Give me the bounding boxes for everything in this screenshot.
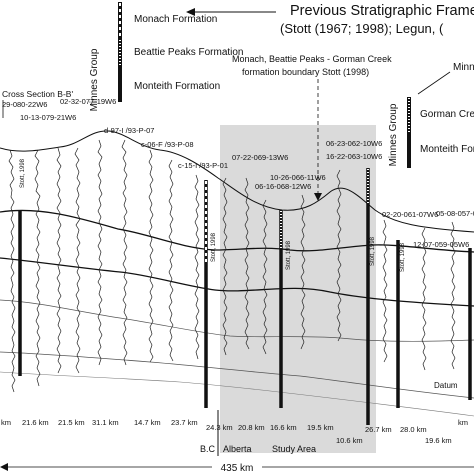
well-label-1: 29-080-22W6 [2, 100, 47, 109]
well-label-7: 07-22-069-13W6 [232, 153, 288, 162]
alberta-label: Alberta [223, 444, 252, 454]
stott-label-5: Stott, 1998 [400, 242, 406, 272]
correlation-upper [0, 209, 474, 253]
legend-left-unit-1: Monach Formation [134, 14, 217, 25]
datum-label: Datum [434, 381, 458, 390]
legend-left-unit-2: Beattie Peaks Formation [134, 47, 244, 58]
total-length-label: 435 km [221, 463, 254, 474]
distance-label-11: 26.7 km [365, 425, 392, 434]
well-label-5: c-06-F /93-P-08 [141, 140, 194, 149]
cross-section-label: Cross Section B-B' [2, 89, 73, 99]
boundary-note-pointer-head [314, 193, 322, 201]
well-label-6: c-15-I /93-P-01 [178, 161, 228, 170]
well-labels: 29-080-22W6 10-13-079-21W6 02-32-077-19W… [2, 97, 474, 249]
distance-label-2: 21.5 km [58, 418, 85, 427]
stott-label-1: Stott, 1998 [20, 158, 26, 188]
legend-right-unit-2: Monteith Formation [420, 144, 474, 155]
stott-label-4: Stott, 1998 [370, 236, 376, 266]
title-arrow-head [186, 8, 195, 16]
distance-label-3: 31.1 km [92, 418, 119, 427]
distance-label-12: 28.0 km [400, 425, 427, 434]
legend-right-group-label: Minnes Group [388, 103, 399, 166]
distance-label-15: km [458, 418, 468, 427]
figure-title-line2: (Stott (1967; 1998); Legun, ( [280, 21, 444, 36]
bc-label: B.C [200, 444, 216, 454]
stott-label-3: Stott, 1998 [286, 240, 292, 270]
legend-right: Minnes Group Gorman Creek Formation Mont… [388, 97, 474, 168]
well-label-3: 02-32-077-19W6 [60, 97, 116, 106]
distance-label-4: 14.7 km [134, 418, 161, 427]
distance-label-10: 10.6 km [336, 436, 363, 445]
legend-left: Minnes Group Monach Formation Beattie Pe… [89, 2, 244, 111]
distance-label-8: 16.6 km [270, 423, 297, 432]
correlation-lines [0, 130, 474, 417]
well-label-8: 10-26-066-11W6 [270, 173, 326, 182]
well-label-10: 06-23-062-10W6 [326, 139, 382, 148]
top-right-arrow [417, 71, 451, 95]
legend-right-unit-1: Gorman Creek Formation [420, 109, 474, 120]
well-label-2: 10-13-079-21W6 [20, 113, 76, 122]
distance-label-7: 20.8 km [238, 423, 265, 432]
well-label-12: 02-20-061-07W6 [382, 210, 438, 219]
distance-label-13: 19.6 km [425, 436, 452, 445]
legend-left-group-label: Minnes Group [89, 48, 100, 111]
well-label-11: 16-22-063-10W6 [326, 152, 382, 161]
boundary-note-line2: formation boundary Stott (1998) [242, 67, 369, 77]
distance-label-9: 19.5 km [307, 423, 334, 432]
total-length-arrow-left [0, 463, 8, 471]
correlation-lower [0, 299, 474, 342]
well-label-4: d-97-I /93-P-07 [104, 126, 154, 135]
distance-label-14: km [1, 418, 11, 427]
stott-columns [18, 168, 472, 425]
legend-left-unit-3: Monteith Formation [134, 81, 220, 92]
stott-labels: Stott, 1998 Stott, 1998 Stott, 1998 Stot… [20, 158, 406, 272]
distance-labels: 21.6 km 21.5 km 31.1 km 14.7 km 23.7 km … [1, 418, 468, 445]
distance-label-6: 24.3 km [206, 423, 233, 432]
distance-label-5: 23.7 km [171, 418, 198, 427]
distance-label-1: 21.6 km [22, 418, 49, 427]
well-label-9: 06-16-068-12W6 [255, 182, 311, 191]
boundary-note-line1: Monach, Beattie Peaks - Gorman Creek [232, 54, 392, 64]
correlation-datum [0, 351, 474, 399]
top-right-group-label: Minnes [453, 62, 474, 73]
correlation-middle [0, 257, 474, 307]
figure-title-line1: Previous Stratigraphic Frame [290, 3, 474, 19]
correlation-lowest [0, 371, 474, 417]
well-label-13: 05-08-057-05 [436, 209, 474, 218]
well-logs [8, 139, 456, 393]
study-area-label: Study Area [272, 444, 316, 454]
correlation-top [0, 130, 474, 233]
well-label-14: 12-07-059-05W6 [413, 240, 469, 249]
stott-label-2: Stott, 1998 [211, 232, 217, 262]
